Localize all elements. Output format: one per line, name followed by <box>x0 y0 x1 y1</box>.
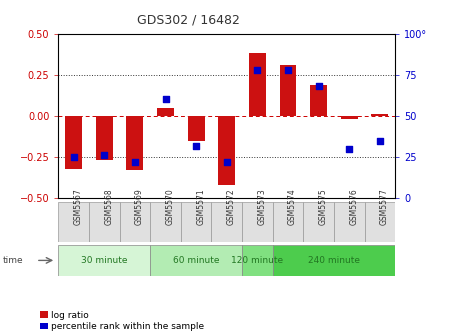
Bar <box>249 53 266 116</box>
Text: 60 minute: 60 minute <box>173 256 220 265</box>
Point <box>315 84 322 89</box>
Bar <box>218 116 235 185</box>
Point <box>70 154 77 160</box>
Point <box>162 97 169 102</box>
Bar <box>303 202 334 242</box>
Bar <box>96 116 113 160</box>
Bar <box>181 202 211 242</box>
Point <box>254 67 261 73</box>
Bar <box>119 202 150 242</box>
Text: GSM5574: GSM5574 <box>288 188 297 225</box>
Point <box>131 159 138 165</box>
Text: GSM5575: GSM5575 <box>319 188 328 225</box>
Bar <box>58 202 89 242</box>
Point <box>193 143 200 148</box>
Bar <box>150 202 181 242</box>
Bar <box>58 245 150 276</box>
Bar <box>334 202 365 242</box>
Bar <box>273 245 395 276</box>
Bar <box>89 202 119 242</box>
Text: GDS302 / 16482: GDS302 / 16482 <box>137 13 240 27</box>
Bar <box>150 245 242 276</box>
Text: GSM5569: GSM5569 <box>135 188 144 225</box>
Text: GSM5568: GSM5568 <box>104 188 113 225</box>
Bar <box>127 116 143 170</box>
Point <box>376 138 383 143</box>
Bar <box>65 116 82 169</box>
Text: 240 minute: 240 minute <box>308 256 360 265</box>
Point <box>346 146 353 152</box>
Bar <box>188 116 205 140</box>
Bar <box>341 116 357 119</box>
Text: 120 minute: 120 minute <box>231 256 283 265</box>
Bar <box>310 85 327 116</box>
Text: GSM5571: GSM5571 <box>196 188 205 225</box>
Bar <box>273 202 303 242</box>
Bar <box>211 202 242 242</box>
Text: GSM5576: GSM5576 <box>349 188 358 225</box>
Text: GSM5573: GSM5573 <box>257 188 266 225</box>
Bar <box>365 202 395 242</box>
Text: GSM5570: GSM5570 <box>166 188 175 225</box>
Legend: log ratio, percentile rank within the sample: log ratio, percentile rank within the sa… <box>40 311 204 332</box>
Point <box>101 153 108 158</box>
Text: GSM5567: GSM5567 <box>74 188 83 225</box>
Bar <box>242 245 273 276</box>
Text: 30 minute: 30 minute <box>81 256 128 265</box>
Bar <box>157 108 174 116</box>
Text: time: time <box>2 256 23 265</box>
Bar <box>371 114 388 116</box>
Text: GSM5577: GSM5577 <box>380 188 389 225</box>
Bar <box>280 65 296 116</box>
Bar <box>242 202 273 242</box>
Point <box>223 159 230 165</box>
Text: GSM5572: GSM5572 <box>227 188 236 225</box>
Point <box>284 67 291 73</box>
